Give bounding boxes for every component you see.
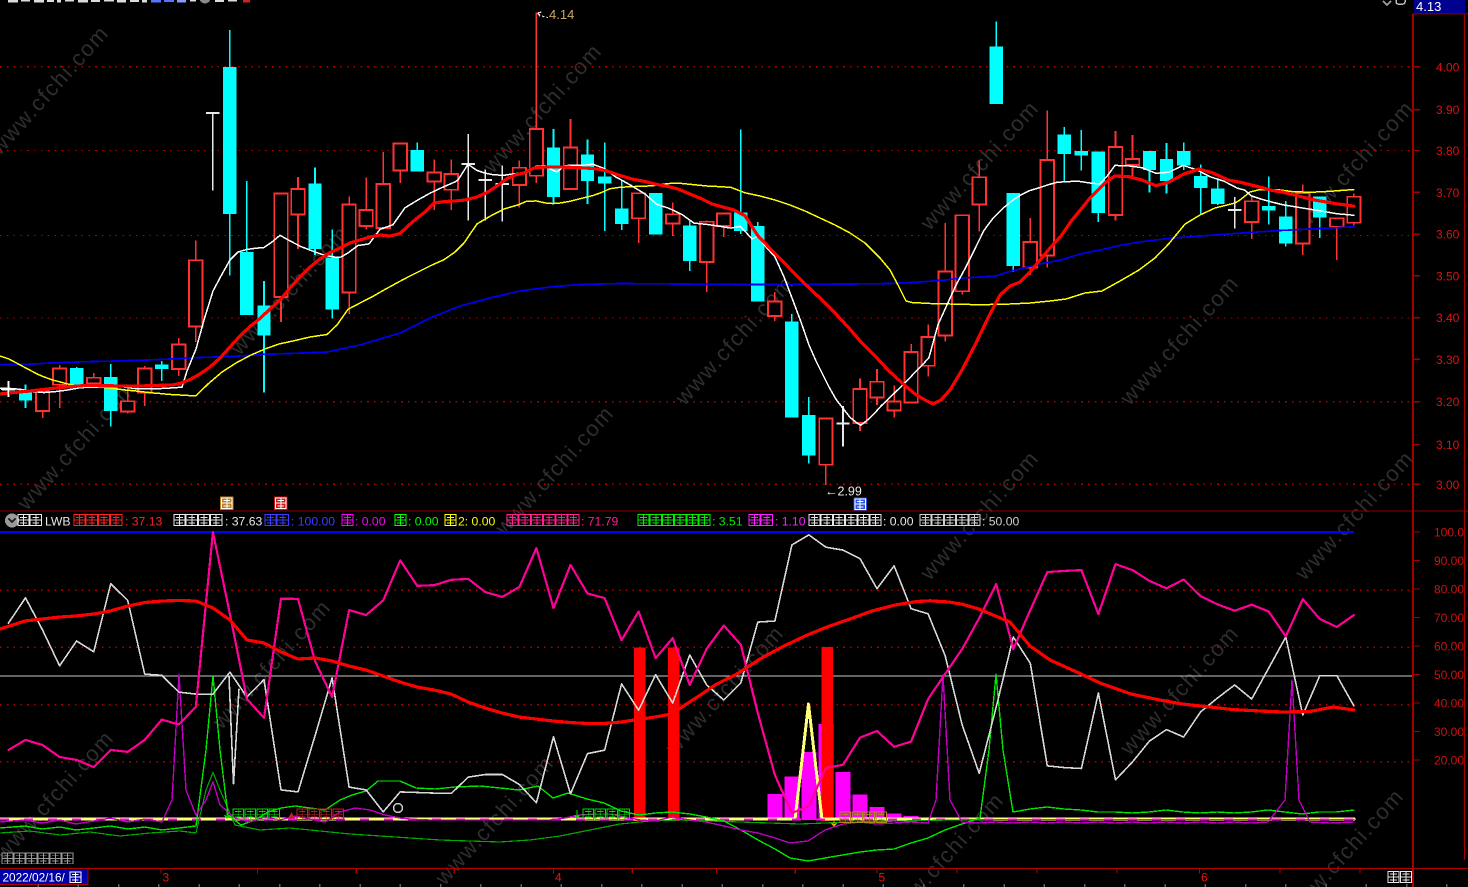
svg-text:4.13: 4.13 [1416, 0, 1441, 14]
svg-text:: 0.00: : 0.00 [883, 515, 914, 529]
svg-text:3.60: 3.60 [1436, 228, 1460, 242]
svg-text:3.40: 3.40 [1436, 311, 1460, 325]
svg-text:3.00: 3.00 [1436, 478, 1460, 492]
svg-text:60.00: 60.00 [1434, 640, 1464, 654]
svg-text:: 37.13: : 37.13 [125, 515, 162, 529]
svg-text:90.00: 90.00 [1434, 554, 1464, 568]
svg-text:4: 4 [555, 871, 562, 885]
svg-text:3.20: 3.20 [1436, 395, 1460, 409]
svg-text:4.14: 4.14 [549, 7, 574, 22]
svg-text:3.30: 3.30 [1436, 353, 1460, 367]
svg-text:: 100.00: : 100.00 [291, 515, 335, 529]
svg-text:: 1.10: : 1.10 [775, 515, 806, 529]
svg-text:3: 3 [163, 871, 170, 885]
svg-text:70.00: 70.00 [1434, 611, 1464, 625]
svg-text:: 0.00: : 0.00 [408, 515, 439, 529]
svg-text:20.00: 20.00 [1434, 754, 1464, 768]
svg-text:: 71.79: : 71.79 [581, 515, 618, 529]
svg-text:2022/02/16/: 2022/02/16/ [3, 871, 66, 885]
svg-text:: 37.63: : 37.63 [225, 515, 262, 529]
svg-text:6: 6 [1201, 871, 1208, 885]
svg-text:5: 5 [879, 871, 886, 885]
svg-text:3.10: 3.10 [1436, 438, 1460, 452]
svg-text:: 0.00: : 0.00 [355, 515, 386, 529]
svg-text:100.0: 100.0 [1434, 526, 1464, 540]
svg-text:40.00: 40.00 [1434, 697, 1464, 711]
svg-text:←2.99: ←2.99 [825, 485, 862, 499]
svg-text:3.70: 3.70 [1436, 186, 1460, 200]
svg-text:3.90: 3.90 [1436, 103, 1460, 117]
svg-text:80.00: 80.00 [1434, 583, 1464, 597]
svg-text:3.80: 3.80 [1436, 144, 1460, 158]
svg-text:: 3.51: : 3.51 [712, 515, 743, 529]
svg-text:: 50.00: : 50.00 [982, 515, 1019, 529]
svg-text:3.50: 3.50 [1436, 269, 1460, 283]
svg-text:30.00: 30.00 [1434, 725, 1464, 739]
svg-text:4.00: 4.00 [1436, 60, 1460, 74]
svg-text:LWB: LWB [45, 515, 71, 529]
svg-text:50.00: 50.00 [1434, 668, 1464, 682]
svg-text:2: 0.00: 2: 0.00 [458, 515, 495, 529]
